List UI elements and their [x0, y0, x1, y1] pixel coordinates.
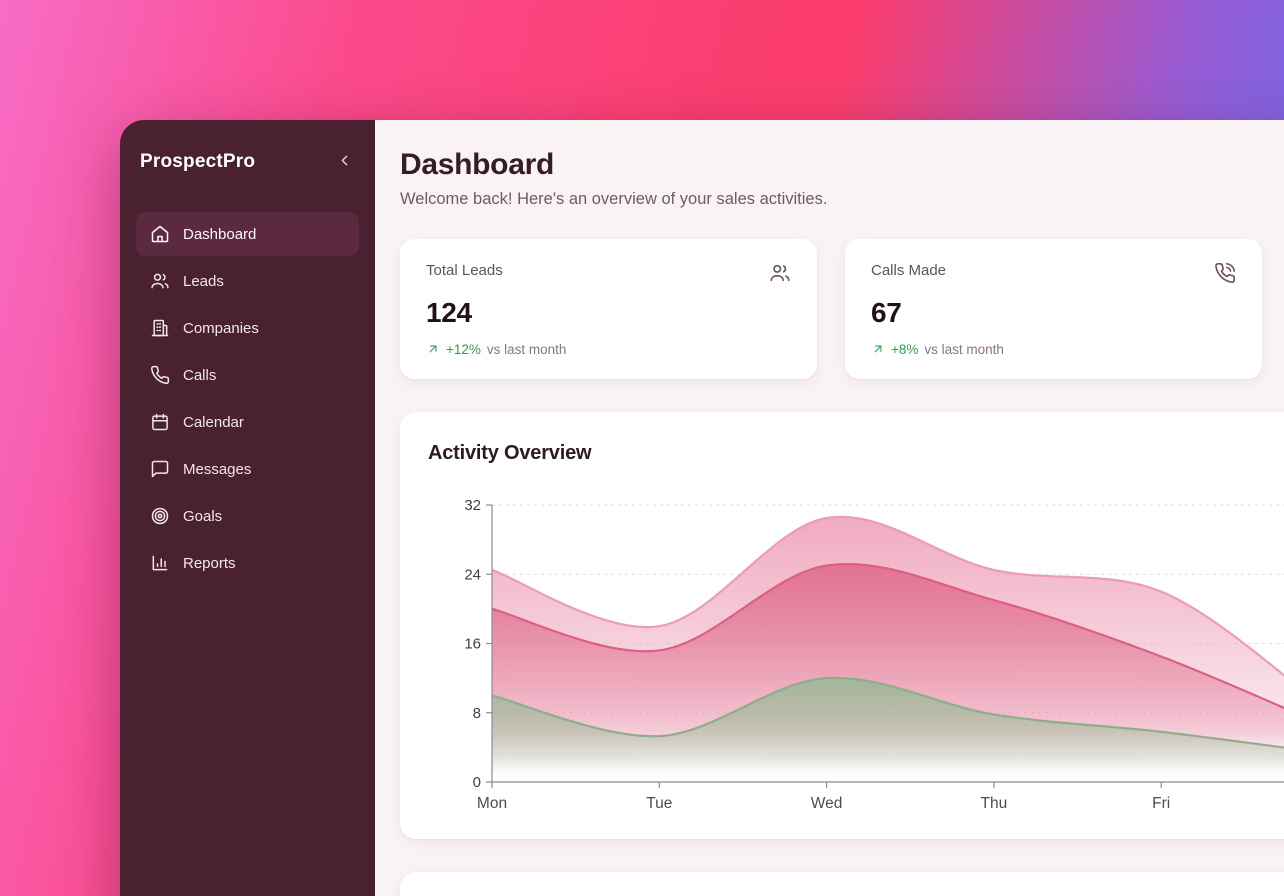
activity-overview-chart: 0 8 16 24 32 Mon Tue Wed Thu Fri [464, 497, 1284, 812]
stat-change-note: vs last month [486, 341, 567, 357]
arrow-up-right-icon [871, 342, 885, 356]
stat-change: +8% [891, 341, 919, 357]
svg-text:24: 24 [464, 566, 481, 583]
phone-call-icon [1214, 262, 1236, 289]
sidebar-collapse-button[interactable] [332, 148, 357, 176]
sidebar: ProspectPro Dashboard Leads Companies Calls… [120, 120, 375, 896]
area-band-green [492, 677, 1284, 782]
svg-text:Fri: Fri [1152, 795, 1170, 812]
svg-text:0: 0 [473, 774, 481, 791]
phone-icon [150, 365, 170, 385]
sidebar-item-label: Messages [183, 460, 252, 478]
stat-change: +12% [446, 341, 481, 357]
users-icon [150, 271, 170, 291]
main-content: Dashboard Welcome back! Here's an overvi… [375, 120, 1284, 896]
stat-card-calls-made: Calls Made 67 +8% vs last month [845, 238, 1262, 379]
activity-overview-card: Activity Overview 0 8 16 24 32 Mon Tue Wed Thu Fr… [400, 411, 1284, 839]
chevron-left-icon [336, 152, 353, 172]
line-band-light-pink [491, 515, 1284, 677]
sidebar-item-label: Leads [183, 272, 224, 290]
stat-change-note: vs last month [924, 341, 1004, 357]
svg-text:Wed: Wed [811, 795, 843, 812]
building-icon [150, 318, 170, 338]
sidebar-nav: Dashboard Leads Companies Calls Calendar Mess… [136, 212, 359, 585]
message-square-icon [150, 459, 170, 479]
bottom-card [400, 871, 1284, 896]
users-icon [769, 262, 791, 289]
sidebar-item-label: Goals [183, 507, 223, 525]
svg-text:Tue: Tue [646, 795, 672, 812]
sidebar-item-reports[interactable]: Reports [136, 541, 359, 585]
sidebar-item-leads[interactable]: Leads [136, 259, 359, 303]
app-logo-text: ProspectPro [140, 151, 256, 172]
chart-title: Activity Overview [428, 441, 592, 464]
sidebar-item-calendar[interactable]: Calendar [136, 400, 359, 444]
stat-card-total-leads: Total Leads 124 +12% vs last month [400, 238, 817, 379]
sidebar-item-dashboard[interactable]: Dashboard [136, 212, 359, 256]
stat-value: 124 [426, 296, 472, 328]
sidebar-item-label: Reports [183, 554, 236, 572]
sidebar-item-label: Calls [183, 366, 217, 384]
target-icon [150, 506, 170, 526]
stat-label: Total Leads [426, 261, 503, 279]
svg-text:Thu: Thu [981, 795, 1008, 812]
sidebar-item-companies[interactable]: Companies [136, 306, 359, 350]
sidebar-item-label: Dashboard [183, 225, 257, 243]
svg-text:Mon: Mon [477, 795, 507, 812]
stat-value: 67 [871, 296, 902, 328]
sidebar-item-label: Calendar [183, 413, 244, 431]
page-title: Dashboard [400, 148, 554, 181]
arrow-up-right-icon [426, 342, 440, 356]
sidebar-item-messages[interactable]: Messages [136, 447, 359, 491]
stat-label: Calls Made [871, 261, 947, 279]
line-band-dark-pink [491, 562, 1284, 709]
sidebar-header: ProspectPro [136, 144, 359, 176]
line-band-green [491, 676, 1284, 749]
stats-row: Total Leads 124 +12% vs last month Calls Mad… [400, 238, 1262, 379]
svg-text:8: 8 [473, 704, 481, 721]
sidebar-item-calls[interactable]: Calls [136, 353, 359, 397]
sidebar-item-label: Companies [183, 319, 259, 337]
home-icon [150, 224, 170, 244]
page-subtitle: Welcome back! Here's an overview of your… [400, 189, 828, 208]
svg-text:32: 32 [464, 497, 481, 514]
sidebar-item-goals[interactable]: Goals [136, 494, 359, 538]
svg-text:16: 16 [464, 635, 481, 652]
app-window: ProspectPro Dashboard Leads Companies Calls… [120, 120, 1284, 896]
chart-column-icon [150, 553, 170, 573]
calendar-icon [150, 412, 170, 432]
